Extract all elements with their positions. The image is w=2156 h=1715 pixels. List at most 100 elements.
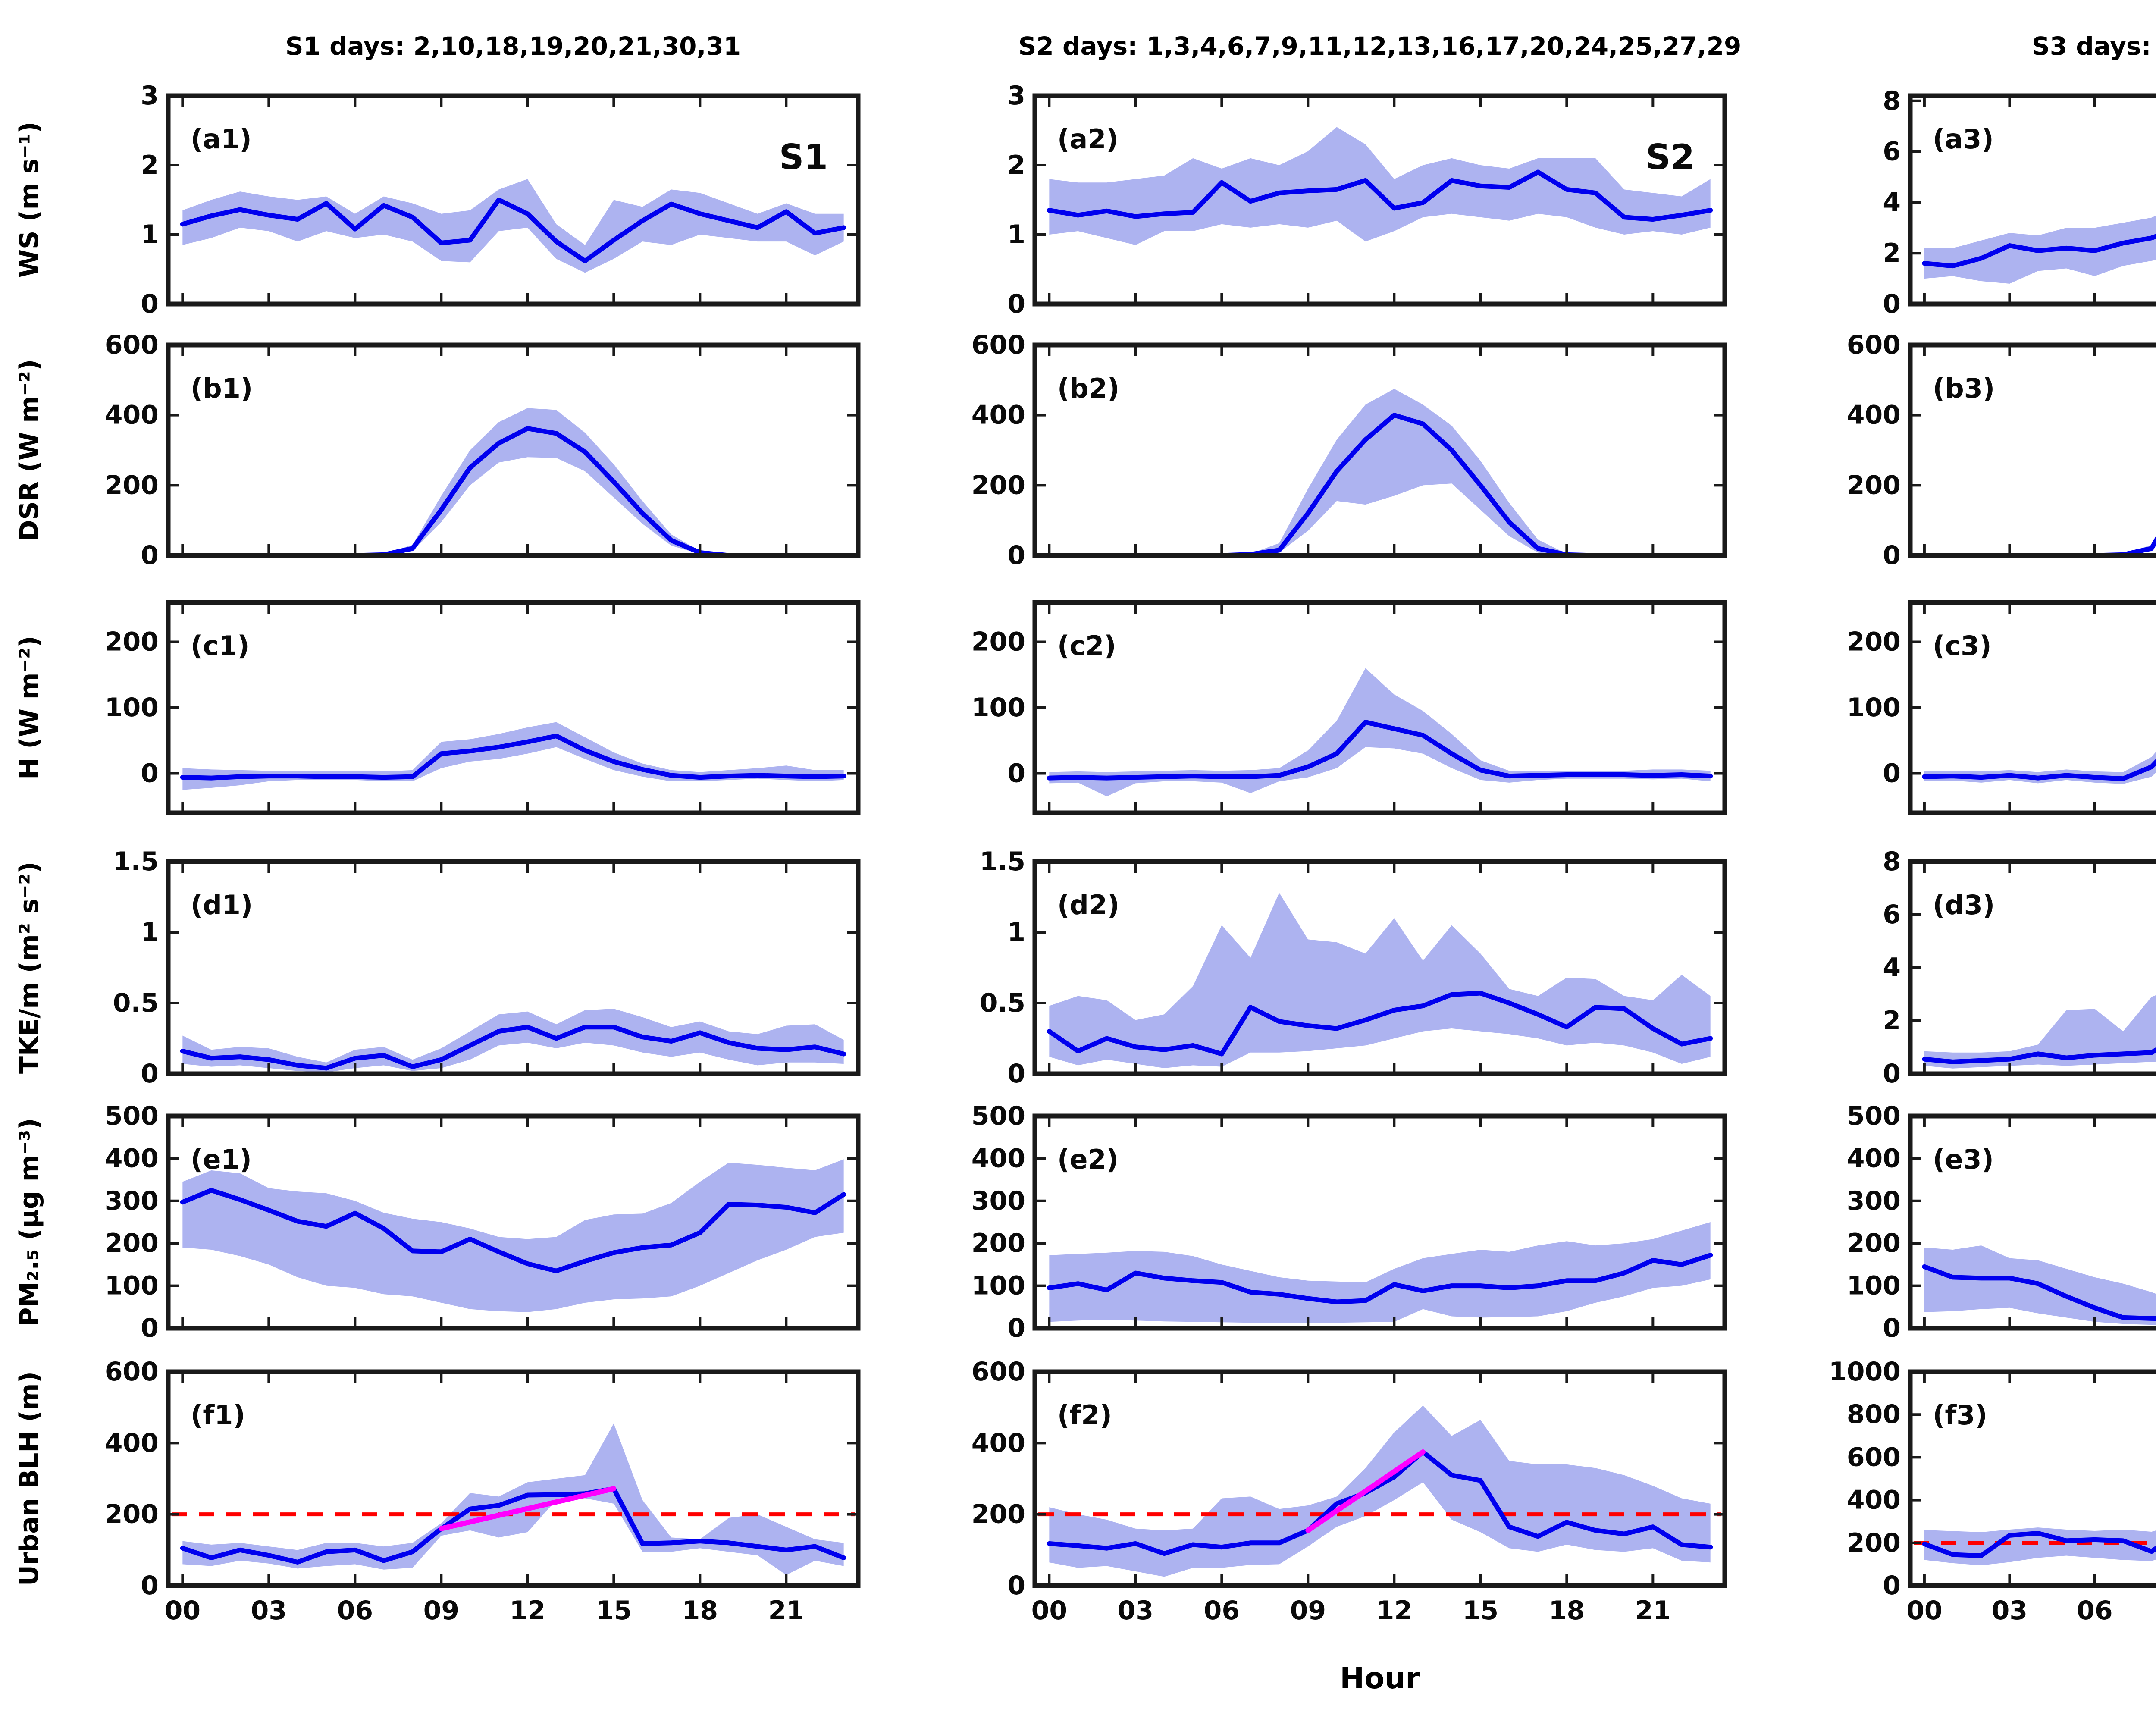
panel-b1: 0 200 400 600 (b1) — [105, 330, 861, 571]
ytick-label: 200 — [105, 1499, 159, 1530]
panel-label-f1: (f1) — [191, 1399, 245, 1431]
ytick-label: 0 — [1007, 1059, 1025, 1089]
xtick-label: 03 — [1118, 1596, 1154, 1626]
xtick-label: 00 — [165, 1596, 201, 1626]
ytick-label: 300 — [1847, 1186, 1901, 1216]
ytick-label: 6 — [1883, 137, 1901, 167]
panel-border-c2 — [1032, 600, 1727, 815]
ytick-label: 200 — [971, 1499, 1025, 1530]
ytick-label: 1 — [1007, 219, 1025, 250]
ytick-label: 0 — [141, 1059, 159, 1089]
panel-label-d2: (d2) — [1057, 889, 1119, 921]
ytick-label: 1000 — [1829, 1357, 1901, 1387]
ytick-label: 800 — [1847, 1399, 1901, 1430]
ytick-label: 0 — [1883, 1571, 1901, 1601]
ytick-label: 400 — [105, 400, 159, 430]
mean-line-d3 — [1922, 1047, 2156, 1064]
xtick-label: 09 — [423, 1596, 459, 1626]
xtick-label: 06 — [1204, 1596, 1240, 1626]
mean-line-f3 — [1922, 1530, 2156, 1558]
ytick-label: 2 — [1883, 1006, 1901, 1036]
panel-d1: 0 0.5 1 1.5 (d1) — [113, 847, 861, 1089]
panel-border-b2 — [1032, 342, 1727, 558]
ytick-label: 600 — [105, 330, 159, 360]
ytick-label: 0 — [141, 1313, 159, 1343]
mean-line-b3 — [1922, 536, 2156, 558]
mean-line-a1 — [180, 198, 846, 263]
ytick-label: 100 — [971, 1271, 1025, 1301]
panel-border-c1 — [166, 600, 861, 815]
panel-border-e3 — [1908, 1113, 2156, 1331]
ytick-label: 200 — [971, 627, 1025, 657]
panel-label-d1: (d1) — [191, 889, 253, 921]
spread-band-b1 — [182, 408, 844, 555]
ytick-label: 0 — [1007, 289, 1025, 319]
corner-tag-a2: S2 — [1646, 137, 1695, 177]
ytick-label: 0 — [1007, 1571, 1025, 1601]
mean-line-e3 — [1922, 1264, 2156, 1321]
spread-band-d3 — [1924, 995, 2156, 1069]
ytick-label: 0 — [141, 759, 159, 789]
spread-band-e1 — [182, 1159, 844, 1312]
spread-band-b2 — [1049, 389, 1711, 555]
xtick-label: 12 — [510, 1596, 546, 1626]
panel-label-b1: (b1) — [191, 373, 253, 404]
ytick-label: 200 — [1847, 470, 1901, 500]
trend-line-f1 — [439, 1486, 617, 1531]
ytick-label: 200 — [1847, 1528, 1901, 1558]
ytick-label: 100 — [971, 693, 1025, 723]
xtick-label: 15 — [1463, 1596, 1499, 1626]
column-title-s3: S3 days: 5,8,14,15,22,23,26,28 — [2031, 31, 2156, 61]
panel-border-f1 — [166, 1369, 861, 1588]
panel-label-e3: (e3) — [1933, 1144, 1994, 1175]
ytick-label: 1 — [141, 219, 159, 250]
mean-line-f1 — [180, 1486, 846, 1565]
mean-line-c2 — [1047, 720, 1713, 781]
ytick-label: 400 — [105, 1428, 159, 1458]
mean-line-e2 — [1047, 1253, 1713, 1304]
xtick-label: 00 — [1031, 1596, 1068, 1626]
xtick-label: 12 — [1376, 1596, 1413, 1626]
ytick-label: 6 — [1883, 900, 1901, 930]
ytick-label: 200 — [105, 627, 159, 657]
ytick-label: 200 — [1847, 1228, 1901, 1258]
panel-border-d1 — [166, 859, 861, 1076]
ytick-label: 100 — [105, 693, 159, 723]
xtick-label: 21 — [768, 1596, 805, 1626]
panel-border-a3 — [1908, 93, 2156, 307]
ytick-label: 1.5 — [113, 847, 159, 877]
spread-band-c1 — [182, 722, 844, 790]
panel-label-c3: (c3) — [1933, 630, 1992, 662]
panel-label-d3: (d3) — [1933, 889, 1995, 921]
panel-border-b1 — [166, 342, 861, 558]
ytick-label: 0 — [1883, 289, 1901, 319]
ytick-label: 0 — [1883, 540, 1901, 571]
ytick-label: 2 — [1883, 238, 1901, 268]
panel-d2: 0 0.5 1 1.5 (d2) — [980, 847, 1727, 1089]
panel-c3: 0 100 200 (c3) — [1847, 600, 2156, 815]
spread-band-c2 — [1049, 668, 1711, 796]
panel-label-b3: (b3) — [1933, 373, 1995, 404]
ytick-label: 0.5 — [113, 988, 159, 1018]
ytick-label: 0 — [1883, 759, 1901, 789]
ytick-label: 400 — [1847, 1485, 1901, 1515]
mean-line-d1 — [180, 1025, 846, 1071]
ytick-label: 0 — [141, 1571, 159, 1601]
panel-e1: 0 100 200 300 400 500 (e1) — [105, 1101, 861, 1343]
ytick-label: 400 — [971, 400, 1025, 430]
ytick-label: 8 — [1883, 847, 1901, 877]
ytick-label: 0 — [1007, 540, 1025, 571]
ytick-label: 300 — [105, 1186, 159, 1216]
panel-border-e1 — [166, 1113, 861, 1331]
column-title-s1: S1 days: 2,10,18,19,20,21,30,31 — [285, 31, 741, 61]
ytick-label: 600 — [971, 1357, 1025, 1387]
xtick-label: 06 — [337, 1596, 373, 1626]
ytick-label: 100 — [105, 1271, 159, 1301]
spread-band-e2 — [1049, 1222, 1711, 1323]
panel-a2: 0 1 2 3 (a2) S2 — [1007, 81, 1727, 319]
panel-e2: 0 100 200 300 400 500 (e2) — [971, 1101, 1727, 1343]
ytick-label: 500 — [971, 1101, 1025, 1131]
ytick-label: 400 — [971, 1143, 1025, 1173]
panel-border-e2 — [1032, 1113, 1727, 1331]
